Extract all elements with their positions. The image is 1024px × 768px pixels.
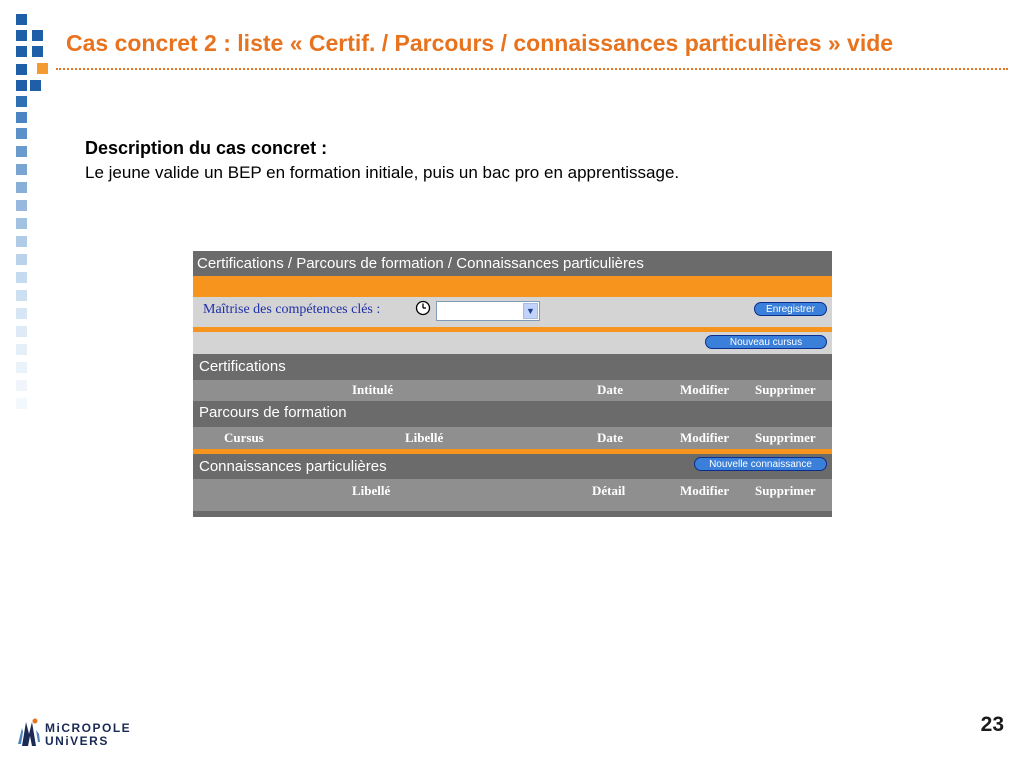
skills-label: Maîtrise des compétences clés : [203,302,381,317]
parcours-column-headers: Cursus Libellé Date Modifier Supprimer [193,427,832,449]
column-intitule: Intitulé [352,382,394,397]
decorative-squares [0,0,60,430]
column-modifier: Modifier [680,382,730,397]
new-course-button[interactable]: Nouveau cursus [705,335,827,349]
chevron-down-icon[interactable]: ▼ [523,303,538,319]
new-knowledge-button[interactable]: Nouvelle connaissance [694,457,827,471]
description-heading: Description du cas concret : [85,138,328,158]
certifications-column-headers: Intitulé Date Modifier Supprimer [193,380,832,401]
skills-select[interactable]: ▼ [436,301,540,321]
column-supprimer: Supprimer [755,382,816,397]
parcours-section-header: Parcours de formation [193,401,832,427]
orange-band [193,276,832,297]
clock-icon[interactable] [415,300,431,316]
connaissances-title: Connaissances particulières [199,458,387,475]
panel-header-title: Certifications / Parcours de formation /… [197,255,644,272]
logo-mark-icon [18,718,40,746]
panel-footer [193,511,832,517]
column-date: Date [597,382,623,397]
title-divider [56,68,1008,70]
certifications-section-header: Certifications [193,354,832,380]
page-number: 23 [980,713,1004,736]
skills-row: Maîtrise des compétences clés : ▼ Enregi… [193,297,832,327]
slide-title: Cas concret 2 : liste « Certif. / Parcou… [66,30,894,56]
column-supprimer: Supprimer [755,483,816,498]
logo-text-line1: MiCROPOLE [45,721,132,735]
column-libelle: Libellé [352,483,391,498]
certifications-title: Certifications [199,358,286,375]
column-libelle: Libellé [405,430,444,445]
column-date: Date [597,430,623,445]
orange-divider [193,327,832,332]
parcours-title: Parcours de formation [199,404,347,421]
connaissances-column-headers: Libellé Détail Modifier Supprimer [193,479,832,511]
orange-divider [193,449,832,454]
panel-header: Certifications / Parcours de formation /… [193,251,832,276]
column-detail: Détail [592,483,626,498]
column-modifier: Modifier [680,430,730,445]
column-supprimer: Supprimer [755,430,816,445]
certifications-panel: Certifications / Parcours de formation /… [193,251,832,517]
micropole-logo: MiCROPOLE UNiVERS [16,716,146,750]
logo-text-line2: UNiVERS [45,734,109,748]
description-text: Le jeune valide un BEP en formation init… [85,163,680,182]
connaissances-section-header: Connaissances particulières Nouvelle con… [193,454,832,479]
save-button[interactable]: Enregistrer [754,302,827,316]
column-cursus: Cursus [224,430,264,445]
new-course-row: Nouveau cursus [193,332,832,354]
column-modifier: Modifier [680,483,730,498]
